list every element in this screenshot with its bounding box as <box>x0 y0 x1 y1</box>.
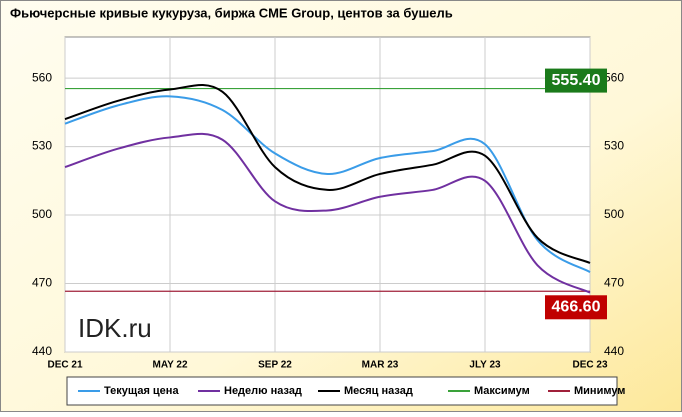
x-tick-label: MAY 22 <box>152 360 187 371</box>
y-tick-label: 500 <box>32 207 52 221</box>
legend-label: Минимум <box>574 385 625 397</box>
y2-tick-label: 530 <box>604 139 624 153</box>
series-line <box>64 83 591 264</box>
y-tick-label: 560 <box>32 70 52 84</box>
reference-label: 466.60 <box>552 299 601 316</box>
legend-label: Максимум <box>474 385 530 397</box>
x-tick-label: JLY 23 <box>469 360 501 371</box>
x-tick-label: MAR 23 <box>362 360 399 371</box>
legend-label: Неделю назад <box>224 385 302 397</box>
legend-label: Текущая цена <box>104 385 179 397</box>
plot-area <box>64 36 591 353</box>
legend-label: Месяц назад <box>344 385 413 397</box>
y-tick-label: 530 <box>32 139 52 153</box>
y2-tick-label: 560 <box>604 70 624 84</box>
reference-label-box <box>545 295 607 320</box>
y2-tick-label: 500 <box>604 207 624 221</box>
series-line <box>64 132 591 294</box>
y-tick-label: 470 <box>32 276 52 290</box>
watermark: IDK.ru <box>78 313 152 343</box>
series-line <box>64 95 591 273</box>
reference-label-box <box>545 68 607 93</box>
y-tick-label: 440 <box>32 344 52 358</box>
y2-tick-label: 470 <box>604 276 624 290</box>
x-tick-label: DEC 23 <box>572 360 607 371</box>
chart-title: Фьючерсные кривые кукуруза, биржа CME Gr… <box>10 5 453 20</box>
y2-tick-label: 440 <box>604 344 624 358</box>
legend <box>66 376 618 406</box>
x-tick-label: SEP 22 <box>258 360 292 371</box>
x-tick-label: DEC 21 <box>47 360 82 371</box>
reference-label: 555.40 <box>552 72 601 89</box>
